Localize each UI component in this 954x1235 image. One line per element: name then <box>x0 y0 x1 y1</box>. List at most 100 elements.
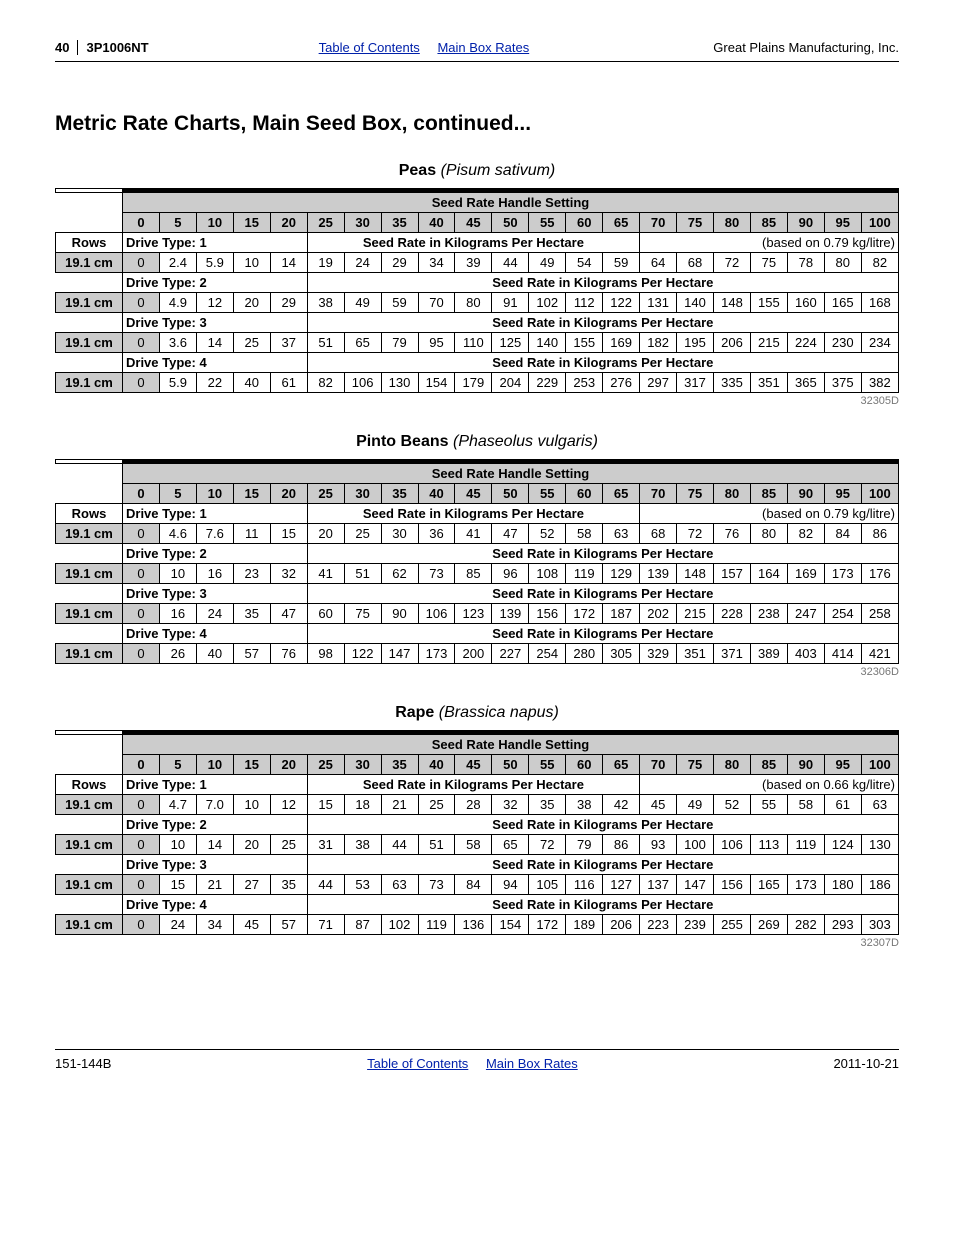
rate-cell: 186 <box>861 875 898 895</box>
drive-type: Drive Type: 3 <box>123 313 308 333</box>
rows-label: Rows <box>56 504 123 524</box>
rate-cell: 173 <box>418 644 455 664</box>
rate-cell: 82 <box>861 253 898 273</box>
rate-label: Seed Rate in Kilograms Per Hectare <box>307 273 898 293</box>
rate-cell: 80 <box>824 253 861 273</box>
setting-cell: 40 <box>418 755 455 775</box>
rate-cell: 15 <box>270 524 307 544</box>
rate-cell: 28 <box>455 795 492 815</box>
link-main-box-rates[interactable]: Main Box Rates <box>437 40 529 55</box>
rate-cell: 0 <box>123 795 160 815</box>
rate-cell: 35 <box>270 875 307 895</box>
row-spacing: 19.1 cm <box>56 875 123 895</box>
rate-label: Seed Rate in Kilograms Per Hectare <box>307 233 639 253</box>
row-spacing: 19.1 cm <box>56 835 123 855</box>
setting-cell: 70 <box>640 755 677 775</box>
rate-cell: 75 <box>344 604 381 624</box>
rate-cell: 79 <box>566 835 603 855</box>
drive-type: Drive Type: 1 <box>123 775 308 795</box>
rate-cell: 12 <box>196 293 233 313</box>
rate-cell: 36 <box>418 524 455 544</box>
rate-cell: 37 <box>270 333 307 353</box>
rate-cell: 10 <box>159 564 196 584</box>
setting-cell: 35 <box>381 213 418 233</box>
drive-type: Drive Type: 4 <box>123 353 308 373</box>
rate-cell: 54 <box>566 253 603 273</box>
doc-date: 2011-10-21 <box>833 1056 899 1071</box>
rate-cell: 35 <box>233 604 270 624</box>
rate-cell: 4.9 <box>159 293 196 313</box>
rate-cell: 187 <box>603 604 640 624</box>
rate-cell: 82 <box>787 524 824 544</box>
rate-cell: 204 <box>492 373 529 393</box>
link-main-box-rates-footer[interactable]: Main Box Rates <box>486 1056 578 1071</box>
rate-cell: 63 <box>861 795 898 815</box>
rate-cell: 85 <box>455 564 492 584</box>
manufacturer: Great Plains Manufacturing, Inc. <box>713 40 899 55</box>
page-footer: 151-144B Table of Contents Main Box Rate… <box>55 1049 899 1071</box>
rate-cell: 24 <box>196 604 233 624</box>
rate-cell: 0 <box>123 915 160 935</box>
rate-cell: 371 <box>714 644 751 664</box>
rate-cell: 130 <box>861 835 898 855</box>
rate-cell: 25 <box>270 835 307 855</box>
setting-cell: 65 <box>603 484 640 504</box>
rate-cell: 34 <box>418 253 455 273</box>
rate-cell: 72 <box>529 835 566 855</box>
link-toc-footer[interactable]: Table of Contents <box>367 1056 468 1071</box>
rate-cell: 215 <box>750 333 787 353</box>
rate-cell: 18 <box>344 795 381 815</box>
rate-cell: 52 <box>714 795 751 815</box>
rate-cell: 2.4 <box>159 253 196 273</box>
setting-cell: 75 <box>677 755 714 775</box>
rate-cell: 51 <box>344 564 381 584</box>
rate-cell: 53 <box>344 875 381 895</box>
rate-cell: 102 <box>381 915 418 935</box>
rate-cell: 229 <box>529 373 566 393</box>
rate-cell: 47 <box>492 524 529 544</box>
rate-cell: 112 <box>566 293 603 313</box>
rate-cell: 329 <box>640 644 677 664</box>
rate-cell: 86 <box>861 524 898 544</box>
rate-cell: 269 <box>750 915 787 935</box>
rate-cell: 129 <box>603 564 640 584</box>
rate-cell: 154 <box>492 915 529 935</box>
setting-cell: 10 <box>196 484 233 504</box>
rate-cell: 49 <box>344 293 381 313</box>
setting-cell: 65 <box>603 755 640 775</box>
rate-cell: 14 <box>196 333 233 353</box>
row-spacing: 19.1 cm <box>56 524 123 544</box>
rate-cell: 29 <box>381 253 418 273</box>
rate-cell: 351 <box>750 373 787 393</box>
rate-cell: 206 <box>603 915 640 935</box>
rate-cell: 10 <box>233 253 270 273</box>
rate-cell: 305 <box>603 644 640 664</box>
drive-type: Drive Type: 1 <box>123 233 308 253</box>
setting-cell: 50 <box>492 484 529 504</box>
rate-cell: 297 <box>640 373 677 393</box>
setting-cell: 75 <box>677 213 714 233</box>
doc-number: 151-144B <box>55 1056 111 1071</box>
rate-cell: 0 <box>123 875 160 895</box>
rate-cell: 93 <box>640 835 677 855</box>
setting-cell: 45 <box>455 213 492 233</box>
rate-cell: 164 <box>750 564 787 584</box>
rate-cell: 189 <box>566 915 603 935</box>
rate-label: Seed Rate in Kilograms Per Hectare <box>307 504 639 524</box>
rate-cell: 179 <box>455 373 492 393</box>
rate-cell: 139 <box>640 564 677 584</box>
rate-label: Seed Rate in Kilograms Per Hectare <box>307 584 898 604</box>
row-spacing: 19.1 cm <box>56 795 123 815</box>
link-toc[interactable]: Table of Contents <box>319 40 420 55</box>
based-on: (based on 0.79 kg/litre) <box>640 504 899 524</box>
rate-cell: 63 <box>381 875 418 895</box>
rate-cell: 106 <box>418 604 455 624</box>
rate-cell: 44 <box>492 253 529 273</box>
setting-cell: 70 <box>640 213 677 233</box>
settings-header: Seed Rate Handle Setting <box>123 464 899 484</box>
setting-cell: 0 <box>123 755 160 775</box>
rate-cell: 102 <box>529 293 566 313</box>
rate-cell: 119 <box>787 835 824 855</box>
setting-cell: 15 <box>233 484 270 504</box>
row-spacing: 19.1 cm <box>56 564 123 584</box>
